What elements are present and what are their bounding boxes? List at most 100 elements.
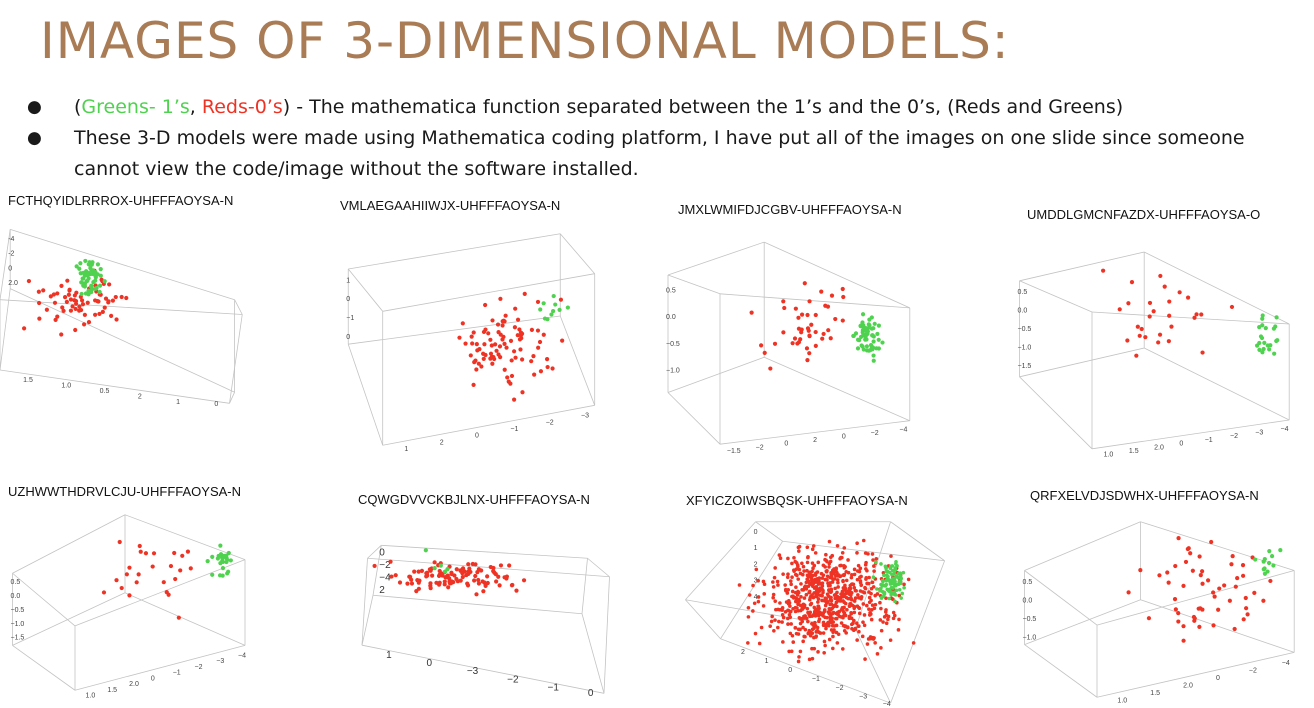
red-point <box>865 568 869 573</box>
axis-tick-label: −1.5 <box>11 635 25 642</box>
red-point <box>801 564 806 569</box>
red-point <box>73 306 78 312</box>
red-point <box>168 563 174 569</box>
green-point <box>77 266 82 271</box>
red-point <box>119 585 124 591</box>
red-point <box>1211 623 1216 628</box>
red-point <box>790 561 794 566</box>
red-point <box>813 343 818 348</box>
red-point <box>842 566 847 570</box>
red-point <box>868 636 873 641</box>
axis-tick-label: 1.0 <box>61 382 71 389</box>
box-edge <box>587 557 610 578</box>
axis-tick-label: 2 <box>813 437 817 444</box>
red-point <box>781 330 786 335</box>
red-point <box>467 566 472 571</box>
red-point <box>757 641 762 646</box>
scatter-3d-plot: 0 1 2 3 4 2 1 0 −1 −2 −3 −4 <box>685 521 945 708</box>
red-point <box>536 345 541 350</box>
red-point <box>855 638 859 642</box>
green-point <box>861 332 866 337</box>
red-point <box>1212 594 1217 599</box>
red-point <box>842 600 846 605</box>
green-point <box>1271 563 1276 568</box>
green-point <box>1257 347 1262 352</box>
red-point <box>825 592 830 596</box>
red-point <box>854 589 858 593</box>
axis-tick-label: 2 <box>440 439 444 446</box>
green-point <box>228 558 233 563</box>
red-point <box>419 568 425 574</box>
red-point <box>785 575 790 580</box>
red-point <box>820 593 824 598</box>
red-point <box>822 650 826 655</box>
red-point <box>805 606 810 611</box>
red-point <box>872 564 876 568</box>
red-point <box>841 647 845 651</box>
red-point <box>1197 554 1202 559</box>
red-point <box>864 577 868 581</box>
red-point <box>1217 586 1222 591</box>
box-edge <box>0 229 11 300</box>
red-point <box>1222 583 1227 588</box>
red-point <box>1186 546 1191 551</box>
red-point <box>103 296 109 301</box>
red-point <box>477 347 482 352</box>
red-point <box>489 343 494 348</box>
green-point <box>902 585 906 590</box>
red-point <box>1240 563 1246 568</box>
red-point <box>1156 340 1161 345</box>
axis-tick-label: 0 <box>788 667 792 674</box>
red-point <box>846 558 850 562</box>
red-point <box>512 397 517 402</box>
red-point <box>852 599 857 603</box>
red-point <box>409 577 414 582</box>
box-edge <box>1144 251 1290 325</box>
red-point <box>789 622 793 626</box>
red-point <box>798 337 803 342</box>
red-point <box>828 595 832 599</box>
red-point <box>786 608 791 613</box>
green-point <box>97 289 102 295</box>
green-point <box>864 344 870 349</box>
bounding-box <box>361 544 610 694</box>
red-point <box>427 567 432 572</box>
axis-tick-label: 1.5 <box>107 687 117 694</box>
green-point <box>892 590 897 595</box>
box-edge <box>559 315 596 406</box>
red-point <box>466 562 471 567</box>
red-point <box>469 334 474 339</box>
red-point <box>871 585 876 589</box>
red-point <box>809 322 814 327</box>
bullet-list: ● (Greens- 1’s, Reds-0’s) - The mathemati… <box>22 92 1314 185</box>
box-edge <box>855 628 891 704</box>
red-point <box>821 573 826 577</box>
red-point <box>832 593 837 597</box>
red-point <box>494 579 499 584</box>
red-point <box>828 618 833 622</box>
red-point <box>455 579 460 584</box>
red-point <box>836 580 840 585</box>
red-point <box>1137 333 1142 338</box>
red-point <box>838 563 842 568</box>
box-edge <box>1144 347 1290 421</box>
red-point <box>127 593 132 598</box>
red-point <box>840 591 845 596</box>
green-point <box>866 348 872 353</box>
red-point <box>502 367 507 372</box>
red-point <box>805 358 810 363</box>
green-point <box>882 573 886 578</box>
red-point <box>188 566 193 571</box>
green-point <box>860 344 865 349</box>
red-point <box>874 556 879 561</box>
red-point <box>806 619 810 624</box>
red-point <box>825 569 829 573</box>
box-edge <box>1140 599 1295 653</box>
red-point <box>826 328 831 333</box>
red-point <box>176 615 181 620</box>
red-point <box>1173 607 1178 612</box>
red-point <box>100 309 105 314</box>
red-point <box>870 552 875 556</box>
axis-tick-label: 0 <box>588 688 594 699</box>
red-point <box>819 289 824 294</box>
